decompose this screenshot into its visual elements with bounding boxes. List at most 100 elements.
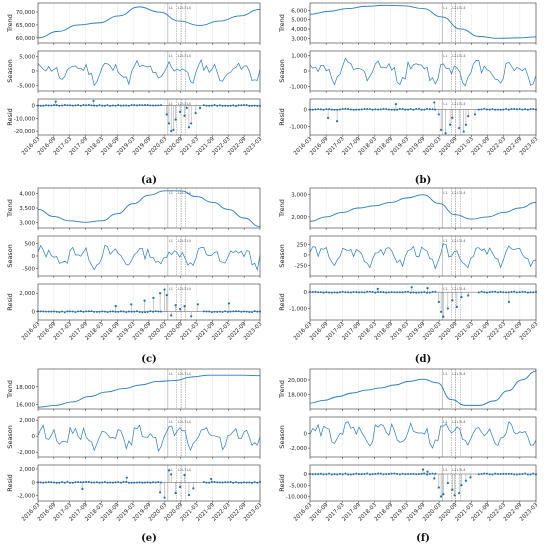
y-axis-label: Season (278, 244, 286, 268)
resid-point (385, 473, 388, 476)
resid-point (79, 104, 82, 107)
panel-resid: L1 L2 L3 L40-10,000-20,000Resid2016-032016-… (6, 98, 264, 157)
resid-point (426, 291, 429, 294)
resid-point (229, 104, 232, 107)
resid-point (451, 299, 454, 302)
resid-point (47, 310, 50, 313)
resid-point (92, 99, 95, 103)
resid-point (152, 310, 155, 313)
resid-point (127, 310, 130, 313)
event-label: L2 (452, 6, 456, 10)
resid-point (507, 108, 510, 111)
resid-point (240, 104, 243, 107)
resid-point (382, 107, 385, 110)
resid-point (93, 310, 96, 313)
resid-point (347, 291, 350, 294)
y-tick-label: 3,500 (19, 206, 35, 212)
resid-point (434, 108, 437, 111)
resid-point (317, 291, 320, 294)
resid-point (322, 108, 325, 111)
y-tick-label: 18,000 (288, 392, 308, 398)
resid-point (146, 311, 149, 314)
resid-point (159, 491, 162, 494)
resid-point (245, 103, 248, 106)
resid-point (398, 473, 401, 476)
event-label: L4 (461, 102, 466, 106)
resid-point (336, 473, 339, 476)
resid-point (183, 305, 186, 308)
resid-point (79, 481, 82, 484)
resid-point (314, 473, 317, 476)
resid-point (53, 310, 56, 313)
resid-point (160, 481, 163, 484)
resid-point (101, 481, 104, 484)
resid-point (467, 115, 470, 118)
resid-point (125, 480, 128, 483)
resid-point (515, 473, 518, 476)
resid-point (39, 104, 42, 107)
resid-point (521, 290, 524, 293)
resid-point (496, 108, 499, 111)
resid-point (74, 311, 77, 314)
resid-point (513, 290, 516, 293)
resid-point (50, 310, 53, 313)
resid-point (79, 310, 82, 313)
event-label: L2 (178, 287, 182, 291)
resid-point (87, 310, 90, 313)
y-axis-label: Resid (278, 293, 286, 311)
resid-point (526, 291, 529, 294)
resid-point (491, 107, 494, 110)
season-line (309, 243, 537, 270)
event-label: L3 (182, 468, 186, 472)
resid-point (338, 472, 341, 475)
resid-point (39, 310, 42, 313)
event-label: L3 (457, 239, 461, 243)
resid-point (133, 481, 136, 484)
resid-point (390, 108, 393, 111)
resid-point (69, 104, 72, 107)
resid-point (420, 291, 423, 294)
event-label: L2 (452, 239, 456, 243)
resid-point (341, 108, 344, 111)
resid-point (526, 108, 529, 111)
resid-point (349, 108, 352, 111)
panel-resid: L1 L2 L3 L40-5,000-10,000Resid2016-032016-0… (278, 464, 540, 523)
panel-trend: L1 L2 L3 L4 6,000 5,000 4,000 3,000 Trend (278, 2, 537, 45)
y-tick-label: -5,000 (289, 483, 307, 489)
resid-point (130, 303, 133, 306)
resid-point (426, 473, 429, 476)
resid-point (250, 104, 253, 107)
event-label: L3 (182, 372, 186, 376)
resid-point (218, 310, 221, 313)
resid-point (125, 311, 128, 314)
resid-point (426, 107, 429, 110)
y-tick-label: 0 (304, 253, 308, 259)
resid-point (213, 104, 216, 107)
resid-point (208, 310, 211, 313)
resid-point (114, 104, 117, 107)
y-tick-label: -2,000 (289, 446, 307, 452)
event-label: L2 (452, 287, 456, 291)
resid-point (205, 310, 208, 313)
resid-point (45, 104, 48, 107)
resid-point (524, 108, 527, 111)
y-tick-label: 3,000 (291, 36, 307, 42)
event-label: L4 (187, 54, 192, 58)
resid-point (415, 473, 418, 476)
trend-line (37, 6, 261, 39)
resid-point (524, 472, 527, 475)
event-label: L3 (457, 420, 461, 424)
resid-point (355, 108, 358, 111)
resid-point (483, 107, 486, 110)
resid-point (218, 104, 221, 107)
y-axis-label: Trend (278, 380, 286, 399)
resid-point (363, 291, 366, 294)
y-tick-label: 4,000 (291, 27, 307, 33)
resid-point (377, 108, 380, 111)
resid-point (407, 290, 410, 293)
resid-point (344, 472, 347, 475)
event-label: L4 (187, 239, 192, 243)
resid-point (141, 481, 144, 484)
